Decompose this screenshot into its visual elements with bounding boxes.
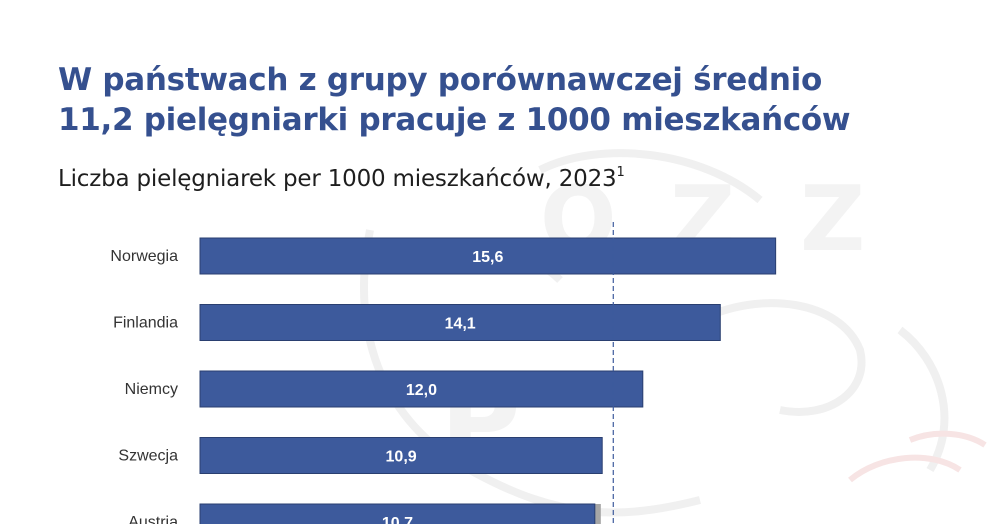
category-label: Niemcy xyxy=(125,381,178,398)
bar-szwecja xyxy=(199,437,603,474)
bar-norwegia xyxy=(199,237,777,275)
value-label: 10,7 xyxy=(382,515,413,524)
footnote-mark: 1 xyxy=(616,165,625,180)
chart-title: W państwach z grupy porównawczej średnio… xyxy=(58,60,851,140)
value-label: 10,9 xyxy=(386,449,417,466)
chart-title-line-1: W państwach z grupy porównawczej średnio xyxy=(58,62,822,98)
bar-niemcy xyxy=(199,370,644,408)
chart-subtitle-text: Liczba pielęgniarek per 1000 mieszkańców… xyxy=(58,166,617,192)
bar-austria xyxy=(199,503,596,524)
chart-subtitle: Liczba pielęgniarek per 1000 mieszkańców… xyxy=(58,158,625,194)
category-label: Finlandia xyxy=(113,315,178,332)
bar-finlandia xyxy=(199,304,721,341)
category-label: Szwecja xyxy=(118,448,178,465)
category-label: Norwegia xyxy=(110,248,178,265)
category-label: Austria xyxy=(128,514,178,524)
chart-title-line-2: 11,2 pielęgniarki pracuje z 1000 mieszka… xyxy=(58,102,851,138)
value-label: 15,6 xyxy=(472,249,503,266)
value-label: 14,1 xyxy=(445,316,476,333)
value-label: 12,0 xyxy=(406,382,437,399)
